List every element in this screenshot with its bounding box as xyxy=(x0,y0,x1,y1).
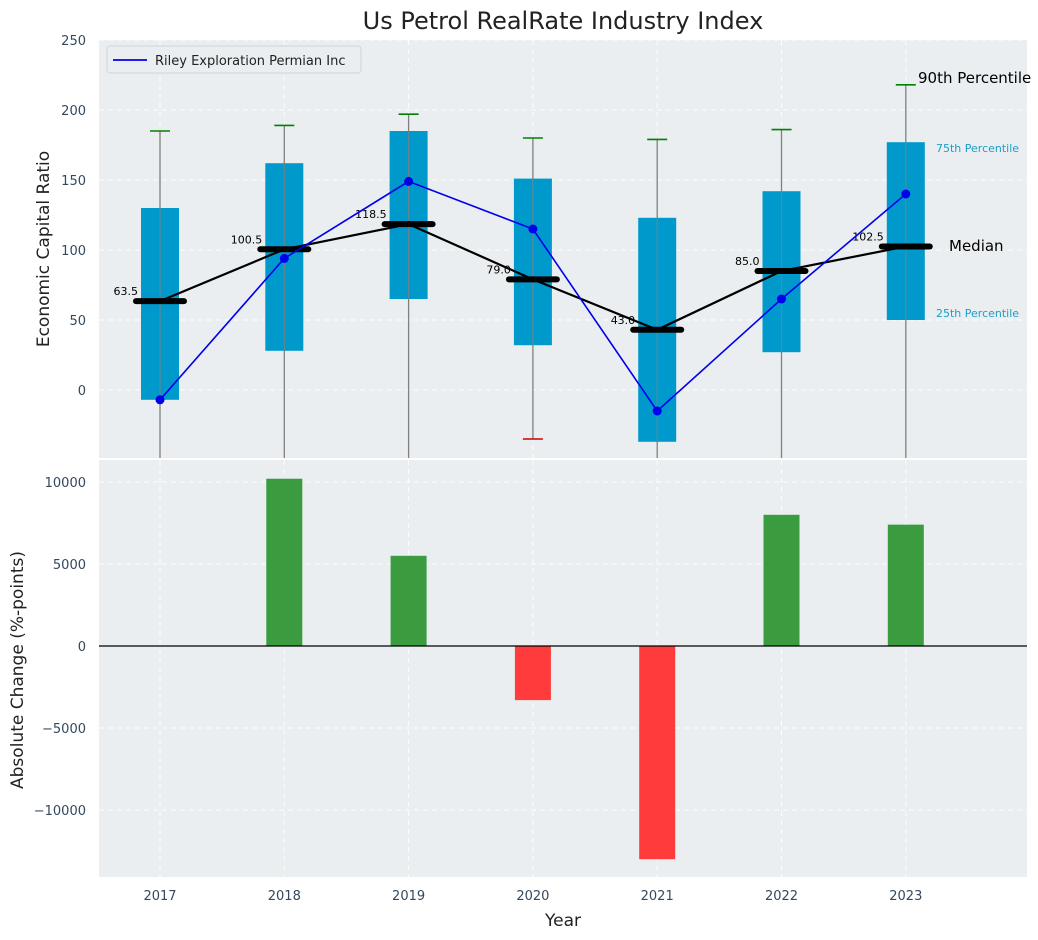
change-bar xyxy=(514,646,551,701)
x-tick-label: 2023 xyxy=(889,889,922,904)
legend-label-company: Riley Exploration Permian Inc xyxy=(155,54,345,69)
company-point xyxy=(652,406,662,416)
x-ticks: 2017 2018 2019 2020 2021 2022 2023 xyxy=(143,889,922,904)
bottom-y-tick-label: −10000 xyxy=(34,804,86,819)
x-tick-label: 2018 xyxy=(268,889,301,904)
bottom-plot-background xyxy=(99,460,1027,877)
change-bar xyxy=(390,555,427,646)
x-tick-label: 2019 xyxy=(392,889,425,904)
top-y-ticks: 0 50 100 150 200 250 xyxy=(61,34,86,399)
top-y-tick-label: 150 xyxy=(61,174,86,189)
x-tick-label: 2020 xyxy=(516,889,549,904)
annotation-p90: 90th Percentile xyxy=(918,69,1031,87)
median-group: 63.5 100.5 118.5 79.0 43.0 85.0 102.5 xyxy=(114,208,933,333)
median-value-label: 63.5 xyxy=(114,285,139,298)
median-value-label: 118.5 xyxy=(355,208,387,221)
company-point xyxy=(528,224,538,234)
change-bar xyxy=(639,646,676,860)
bottom-y-tick-label: 10000 xyxy=(45,476,86,491)
annotation-median: Median xyxy=(949,237,1004,255)
legend: Riley Exploration Permian Inc xyxy=(106,45,362,74)
median-value-label: 85.0 xyxy=(735,255,760,268)
median-value-label: 100.5 xyxy=(231,233,263,246)
chart-title: Us Petrol RealRate Industry Index xyxy=(363,7,764,35)
company-series xyxy=(155,176,911,416)
top-y-tick-label: 0 xyxy=(78,384,86,399)
median-value-label: 79.0 xyxy=(486,263,511,276)
top-y-tick-label: 200 xyxy=(61,104,86,119)
legend-box xyxy=(106,45,362,74)
top-y-tick-label: 50 xyxy=(69,314,86,329)
top-panel: 0 50 100 150 200 250 63.5 100.5 118.5 79.0 43.0 85… xyxy=(34,34,1031,458)
top-y-tick-label: 100 xyxy=(61,244,86,259)
change-bar xyxy=(887,524,924,646)
company-point xyxy=(279,253,289,263)
bottom-y-tick-label: 5000 xyxy=(53,558,86,573)
x-tick-label: 2021 xyxy=(641,889,674,904)
median-value-label: 43.0 xyxy=(611,314,636,327)
x-tick-label: 2022 xyxy=(765,889,798,904)
company-point xyxy=(155,395,165,405)
change-bar xyxy=(266,478,303,646)
company-point xyxy=(901,189,911,199)
x-tick-label: 2017 xyxy=(143,889,176,904)
bottom-y-tick-label: 0 xyxy=(78,640,86,655)
bottom-y-axis-label: Absolute Change (%-points) xyxy=(8,551,28,789)
annotation-p75: 75th Percentile xyxy=(936,142,1019,155)
bottom-y-ticks: 10000 5000 0 −5000 −10000 xyxy=(34,476,86,819)
top-y-tick-label: 250 xyxy=(61,34,86,49)
company-point xyxy=(777,294,786,304)
change-bars xyxy=(99,478,1027,860)
bottom-y-tick-label: −5000 xyxy=(42,722,86,737)
x-axis-label: Year xyxy=(544,911,581,931)
top-y-axis-label: Economic Capital Ratio xyxy=(34,151,54,347)
median-value-label: 102.5 xyxy=(852,231,884,244)
change-bar xyxy=(763,514,800,646)
company-point xyxy=(404,176,414,186)
annotation-p25: 25th Percentile xyxy=(936,307,1019,320)
